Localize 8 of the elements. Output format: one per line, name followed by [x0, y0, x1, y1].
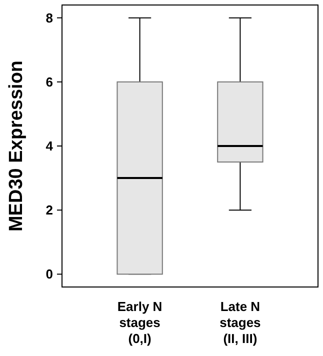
x-tick-label: Late N stages (II, III): [220, 299, 261, 346]
y-tick-label: 0: [46, 266, 53, 282]
y-tick-label: 6: [46, 74, 53, 90]
y-tick-label: 8: [46, 10, 53, 26]
y-tick-label: 4: [46, 138, 54, 154]
y-tick-label: 2: [46, 202, 53, 218]
x-tick-label: Early N stages (0,I): [117, 299, 162, 346]
y-axis-title: MED30 Expression: [6, 60, 27, 232]
